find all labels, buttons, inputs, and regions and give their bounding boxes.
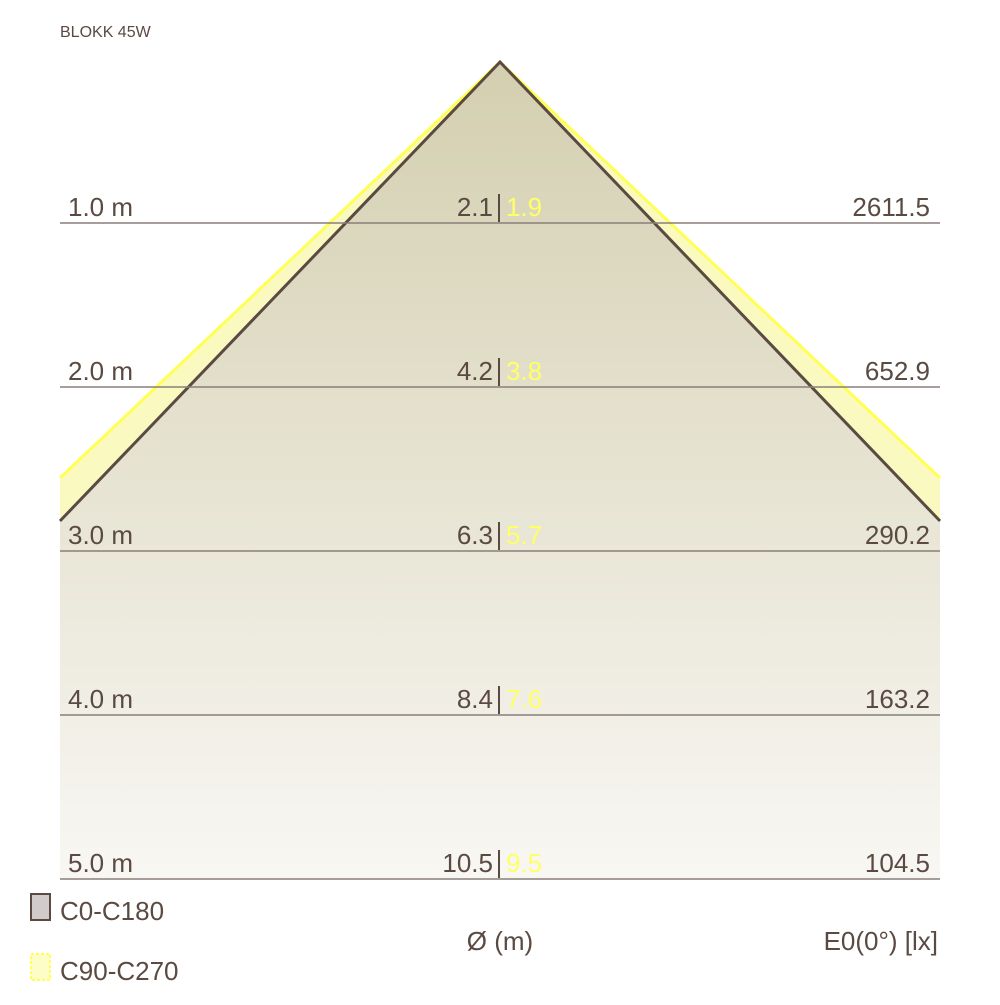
illuminance: 104.5 (865, 848, 930, 878)
illuminance: 163.2 (865, 684, 930, 714)
rows: 1.0 m 2.1 1.9 2611.5 2.0 m 4.2 3.8 652.9 3.0 m 6.… (60, 192, 940, 880)
legend-label: C90-C270 (60, 956, 179, 986)
legend-swatch-c90 (30, 953, 51, 981)
diameter-label: Ø (m) (467, 926, 533, 956)
legend-label: C0-C180 (60, 896, 164, 926)
legend-swatch-c0 (30, 893, 51, 921)
c0-diameter: 8.4 (457, 684, 493, 714)
c0-diameter: 4.2 (457, 356, 493, 386)
c90-diameter: 1.9 (506, 192, 542, 222)
c90-diameter: 5.7 (506, 520, 542, 550)
distance-label: 5.0 m (68, 848, 133, 878)
c0-outline (58, 59, 942, 523)
c0-diameter: 2.1 (457, 192, 493, 222)
illuminance-label: E0(0°) [lx] (824, 926, 938, 956)
distance-label: 4.0 m (68, 684, 133, 714)
distance-label: 3.0 m (68, 520, 133, 550)
illuminance: 652.9 (865, 356, 930, 386)
c0-cone (60, 62, 940, 879)
illuminance: 290.2 (865, 520, 930, 550)
title: BLOKK 45W (60, 24, 152, 41)
c90-diameter: 9.5 (506, 848, 542, 878)
distance-label: 1.0 m (68, 192, 133, 222)
illuminance: 2611.5 (852, 192, 930, 222)
c0-diameter: 10.5 (442, 848, 493, 878)
c90-diameter: 3.8 (506, 356, 542, 386)
distance-label: 2.0 m (68, 356, 133, 386)
c0-diameter: 6.3 (457, 520, 493, 550)
c90-diameter: 7.6 (506, 684, 542, 714)
